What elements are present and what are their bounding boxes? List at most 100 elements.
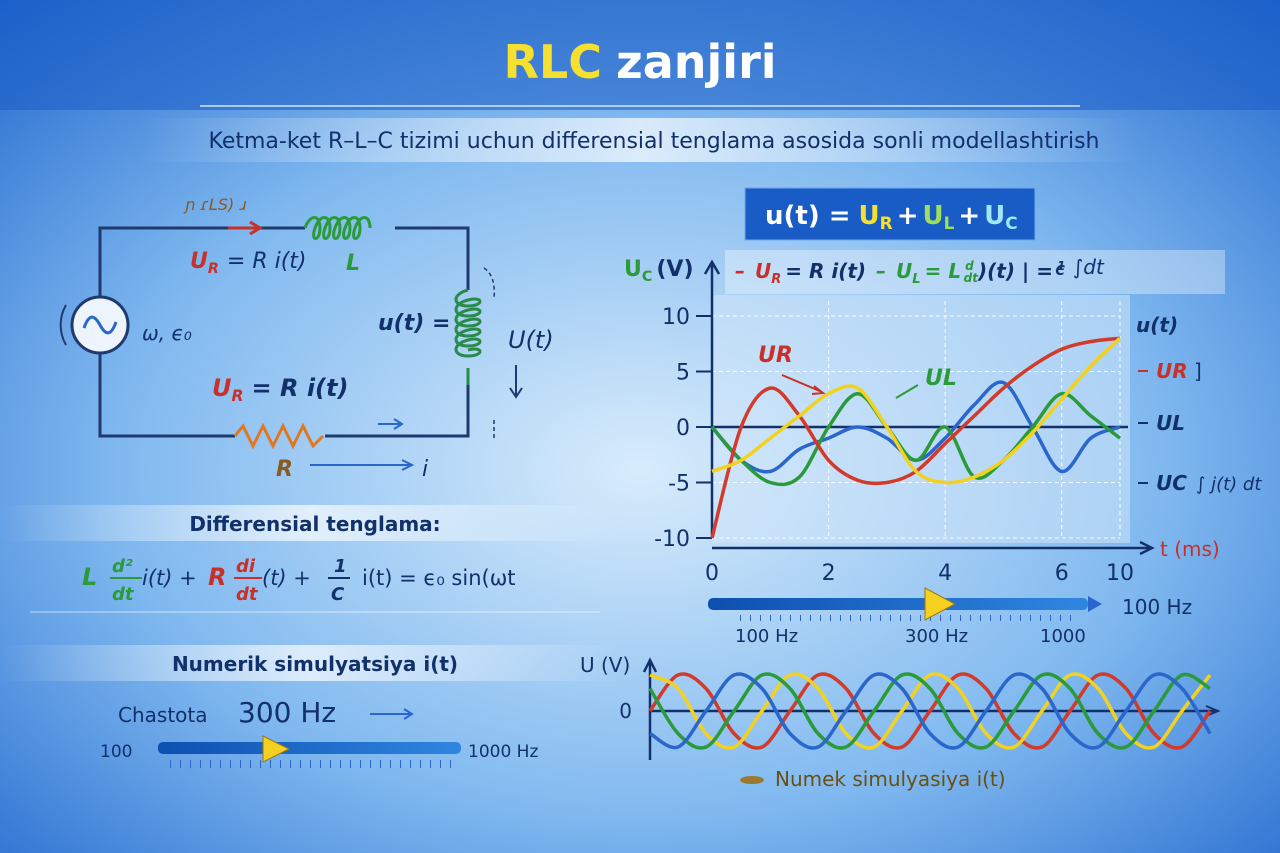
symbol: U bbox=[212, 374, 232, 402]
legend-note-part: d bbox=[965, 259, 974, 273]
voltage-arrow bbox=[509, 365, 523, 399]
ut-label: u(t) = bbox=[378, 311, 450, 336]
formula-lhs: u(t) = bbox=[765, 201, 851, 231]
legend-band bbox=[725, 250, 1225, 294]
slider-label: 100 Hz bbox=[1122, 595, 1192, 619]
eq-t2: (t) + bbox=[262, 566, 311, 590]
slider-track[interactable] bbox=[708, 598, 1088, 610]
legend-note-part: )(t) | = bbox=[977, 259, 1053, 283]
subscript: R bbox=[208, 261, 219, 277]
term-sub: R bbox=[880, 213, 893, 233]
slider-label: 1000 bbox=[1040, 626, 1086, 647]
y-tick-label: 5 bbox=[676, 361, 690, 386]
simulation-heading: Numerik simulyatsiya i(t) bbox=[172, 652, 458, 676]
ur-top: UR = R i(t) bbox=[190, 249, 307, 277]
legend-note-part: = L bbox=[925, 259, 961, 283]
x-axis-label: t (ms) bbox=[1160, 537, 1220, 561]
header-band bbox=[0, 0, 1280, 110]
subtitle: Ketma-ket R–L–C tizimi uchun differensia… bbox=[209, 129, 1100, 154]
subtitle-band bbox=[140, 118, 1140, 162]
eq-l: L bbox=[82, 563, 97, 591]
y-tick-label: -10 bbox=[654, 527, 690, 552]
source-arc bbox=[59, 304, 67, 346]
series-label: UR bbox=[758, 343, 793, 368]
y-tick-label: -5 bbox=[668, 472, 690, 497]
term-sub: L bbox=[944, 213, 955, 233]
x-tick-label: 6 bbox=[1055, 561, 1069, 586]
frequency-label: Chastota bbox=[118, 703, 208, 727]
legend-note-part: U bbox=[896, 259, 912, 283]
symbol: U bbox=[190, 249, 208, 274]
term: U bbox=[859, 201, 880, 231]
slider-arrow bbox=[1088, 596, 1102, 612]
series-label: UL bbox=[925, 366, 957, 391]
label-part: (V) bbox=[656, 257, 693, 282]
title-rest: zanjiri bbox=[616, 35, 777, 89]
y-axis-label: U (V) bbox=[580, 653, 630, 677]
ur-mid: UR = R i(t) bbox=[212, 374, 348, 405]
annotation: ] bbox=[1194, 359, 1202, 383]
plot-area bbox=[712, 295, 1130, 543]
slider-label: 100 Hz bbox=[735, 626, 798, 647]
source-wave bbox=[82, 315, 118, 335]
expression: = R i(t) bbox=[252, 374, 349, 402]
eq-d2: d² bbox=[112, 556, 133, 577]
term-sub: C bbox=[1005, 213, 1017, 233]
legend-note-part: = R i(t) bbox=[785, 259, 866, 283]
inductor-right bbox=[454, 288, 482, 385]
legend-note-part: R bbox=[771, 272, 781, 287]
eq-one: 1 bbox=[334, 556, 347, 577]
formula: u(t) = UR + UL + UC bbox=[765, 201, 1018, 233]
current-arrow bbox=[310, 459, 415, 471]
expression: = R i(t) bbox=[227, 249, 307, 274]
arrow bbox=[370, 708, 414, 720]
x-axis bbox=[712, 540, 1155, 556]
eq-di: di bbox=[236, 556, 256, 577]
slider-track[interactable] bbox=[158, 742, 461, 754]
source-label: ω, ϵ₀ bbox=[142, 321, 192, 345]
bullet bbox=[740, 776, 764, 784]
slider-knob[interactable] bbox=[924, 587, 957, 621]
frequency-value: 300 Hz bbox=[238, 696, 336, 729]
current-arrow-bottom bbox=[378, 418, 404, 430]
label-part: U bbox=[624, 257, 642, 282]
pointer bbox=[781, 374, 826, 395]
axis-label: UC (V) bbox=[624, 257, 694, 285]
series-legend: u(t) bbox=[1136, 313, 1178, 337]
legend-note-part: – bbox=[876, 259, 886, 283]
circuit bbox=[59, 216, 523, 471]
legend-note-part: 1 bbox=[1057, 259, 1065, 273]
slider-label: 300 Hz bbox=[905, 626, 968, 647]
y-axis bbox=[703, 259, 721, 538]
eq-r: R bbox=[208, 563, 226, 591]
voltage-dash bbox=[483, 267, 496, 438]
series-legend: UR bbox=[1156, 359, 1188, 383]
equation-band bbox=[0, 505, 620, 541]
term: U bbox=[922, 201, 943, 231]
ut-right: U(t) bbox=[508, 326, 554, 354]
l-label: L bbox=[346, 251, 360, 276]
series-line bbox=[710, 391, 1122, 487]
series-line bbox=[710, 336, 1121, 539]
simulation-band bbox=[0, 645, 620, 681]
legend-note-part: dt bbox=[964, 271, 980, 285]
x-tick-label: 0 bbox=[705, 561, 719, 586]
current-arrow-top bbox=[228, 220, 263, 236]
subscript: R bbox=[232, 387, 244, 405]
axis-arrow bbox=[1205, 705, 1221, 717]
y-tick-label: 10 bbox=[662, 305, 690, 330]
eq-c: C bbox=[331, 584, 345, 605]
current-label: i bbox=[422, 457, 428, 482]
slider-knob[interactable] bbox=[262, 735, 291, 763]
resistor bbox=[233, 422, 325, 450]
legend-note-part: – bbox=[735, 259, 745, 283]
eq-dt1: dt bbox=[112, 584, 135, 605]
legend-note-part: U bbox=[755, 259, 771, 283]
term: U bbox=[984, 201, 1005, 231]
title-accent: RLC bbox=[503, 35, 602, 89]
legend-note-part: C bbox=[1055, 264, 1065, 279]
eq-dt2: dt bbox=[236, 584, 259, 605]
